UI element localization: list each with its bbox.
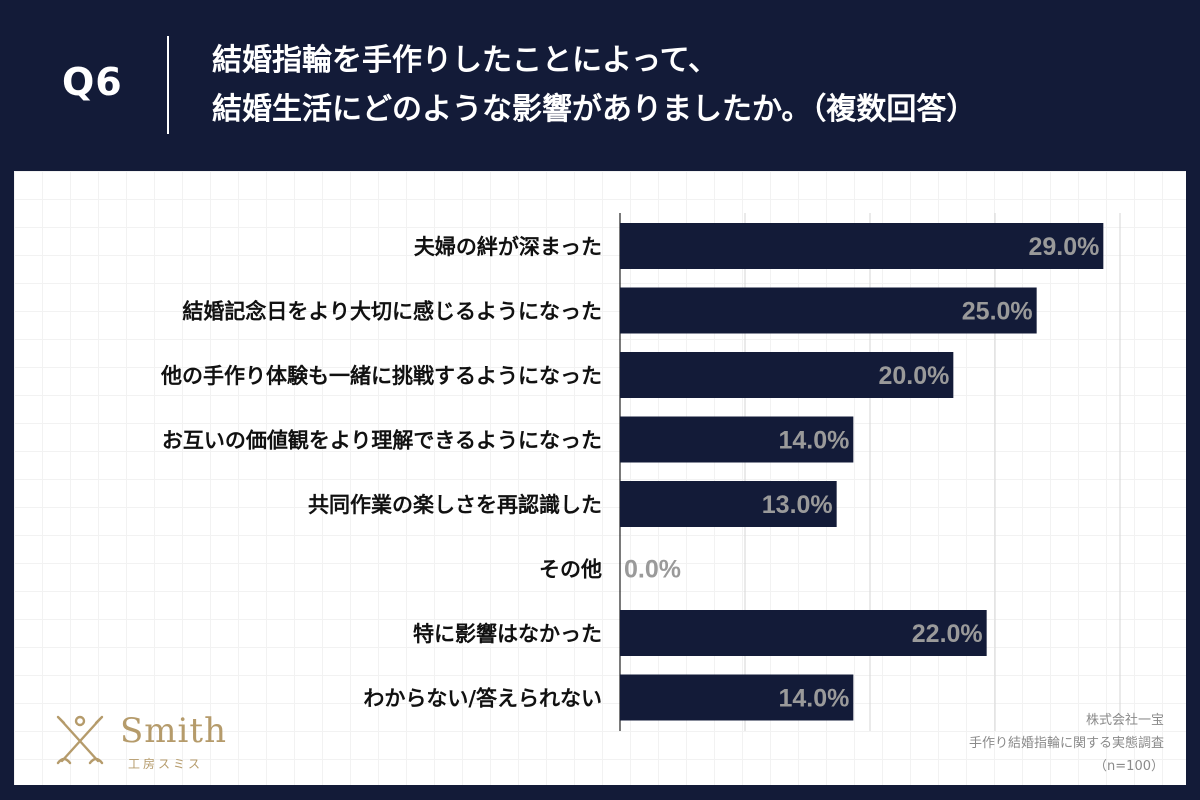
bar-chart: 夫婦の絆が深まった 29.0% 結婚記念日をより大切に感じるようになった 25.0% 他… — [160, 213, 1121, 731]
source-note: 株式会社一宝 手作り結婚指輪に関する実態調査 （n=100） — [969, 709, 1164, 778]
category-label: 特に影響はなかった — [413, 622, 602, 646]
bar — [620, 352, 954, 398]
bar — [620, 223, 1104, 269]
brand-subtitle: 工房スミス — [128, 757, 204, 771]
brand-logo: Smith 工房スミス — [50, 711, 250, 771]
data-label: 13.0% — [762, 491, 833, 519]
data-label: 20.0% — [878, 362, 949, 390]
source-survey: 手作り結婚指輪に関する実態調査 — [968, 736, 1164, 751]
chart-panel: 夫婦の絆が深まった 29.0% 結婚記念日をより大切に感じるようになった 25.0% 他… — [14, 171, 1186, 785]
category-label: 共同作業の楽しさを再認識した — [308, 493, 602, 517]
category-label: 夫婦の絆が深まった — [414, 235, 602, 259]
header-divider — [167, 36, 169, 134]
bar — [620, 416, 854, 463]
question-title: 結婚指輪を手作りしたことによって、 結婚生活にどのような影響がありましたか。（複… — [212, 36, 1172, 134]
bar — [620, 610, 987, 656]
bar — [620, 481, 837, 527]
category-label: お互いの価値観をより理解できるようになった — [162, 429, 602, 453]
question-title-line-1: 結婚指輪を手作りしたことによって、 — [212, 43, 719, 78]
source-sample: （n=100） — [1094, 759, 1164, 774]
category-label: 結婚記念日をより大切に感じるようになった — [182, 300, 602, 324]
category-label: わからない/答えられない — [363, 687, 602, 711]
bar — [620, 287, 1037, 334]
source-company: 株式会社一宝 — [1085, 713, 1164, 728]
data-label: 0.0% — [624, 556, 681, 584]
crossed-tools-icon — [56, 715, 104, 765]
category-label: その他 — [539, 558, 602, 582]
question-number: Q6 — [62, 60, 123, 104]
category-label: 他の手作り体験も一緒に挑戦するようになった — [160, 364, 602, 388]
data-label: 25.0% — [962, 298, 1033, 326]
data-label: 14.0% — [778, 685, 849, 713]
bar — [620, 674, 854, 721]
data-label: 14.0% — [778, 427, 849, 455]
data-label: 22.0% — [912, 620, 983, 648]
brand-name: Smith — [120, 711, 227, 751]
data-label: 29.0% — [1028, 233, 1099, 261]
question-title-line-2: 結婚生活にどのような影響がありましたか。（複数回答） — [212, 92, 977, 127]
header: Q6 結婚指輪を手作りしたことによって、 結婚生活にどのような影響がありましたか… — [0, 0, 1200, 170]
